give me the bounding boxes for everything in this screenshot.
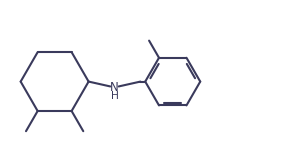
Text: N: N — [110, 81, 119, 94]
Text: H: H — [110, 91, 118, 101]
